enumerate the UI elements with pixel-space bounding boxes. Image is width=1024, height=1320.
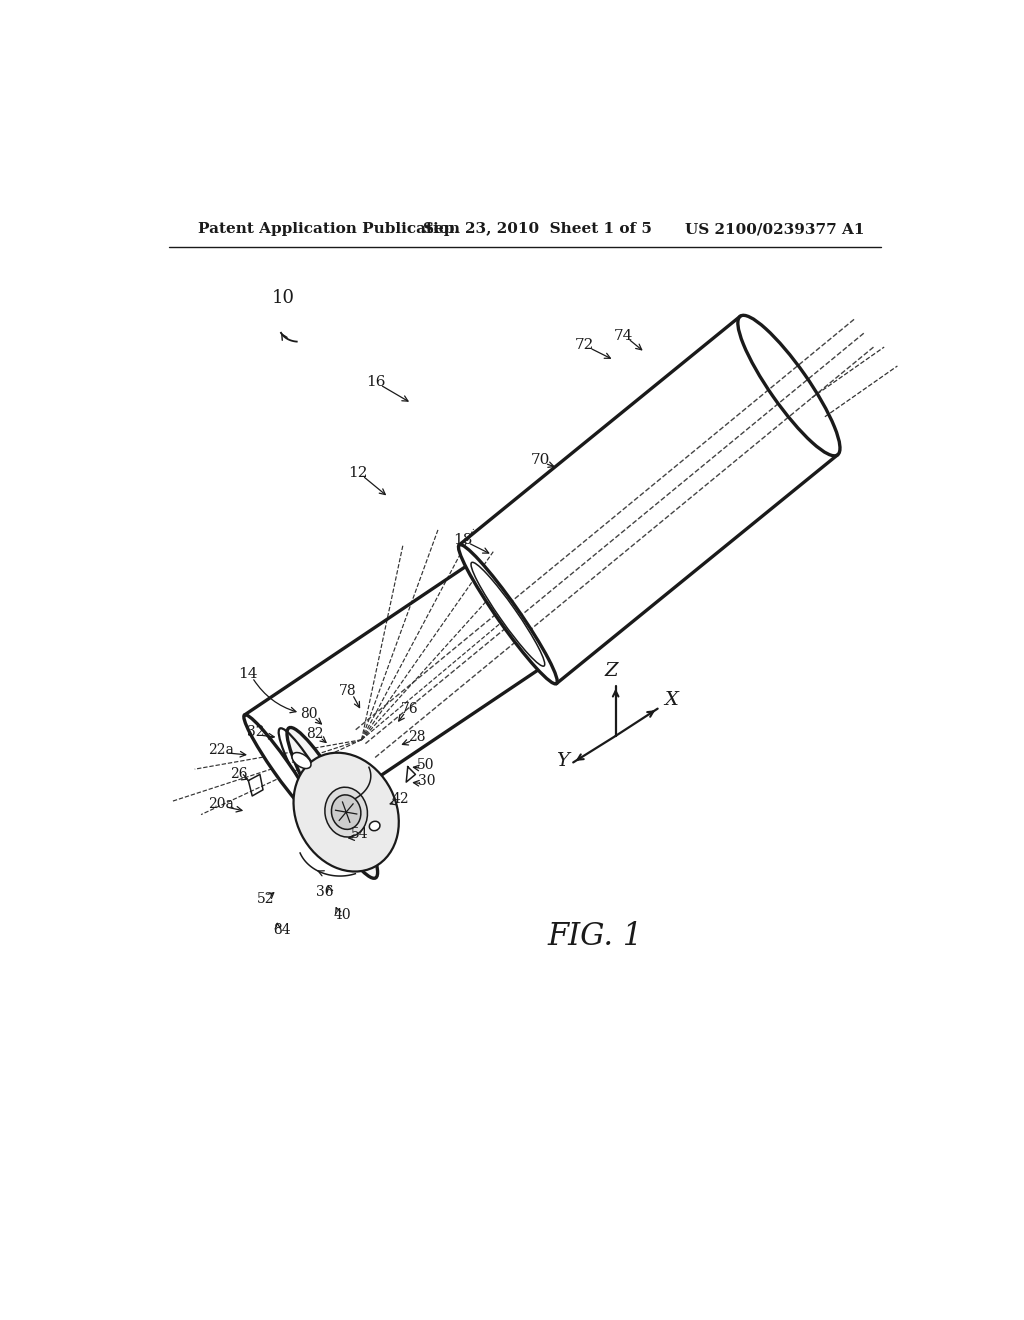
Ellipse shape [325, 787, 368, 837]
Text: 72: 72 [575, 338, 595, 351]
Text: 42: 42 [391, 792, 409, 807]
Text: 54: 54 [351, 828, 369, 841]
Text: 70: 70 [530, 453, 550, 467]
Text: 36: 36 [315, 886, 334, 899]
Text: 14: 14 [238, 668, 257, 681]
Text: 22a: 22a [209, 743, 234, 756]
Text: FIG. 1: FIG. 1 [548, 921, 643, 952]
Text: 16: 16 [366, 375, 385, 388]
Text: US 2100/0239377 A1: US 2100/0239377 A1 [685, 222, 864, 236]
Ellipse shape [294, 752, 398, 871]
Text: 84: 84 [273, 923, 291, 937]
Text: Y: Y [556, 752, 569, 771]
Ellipse shape [332, 795, 360, 829]
Text: 74: 74 [613, 329, 633, 342]
Text: 30: 30 [418, 774, 436, 788]
Text: Z: Z [604, 661, 617, 680]
Ellipse shape [370, 821, 380, 830]
Text: 78: 78 [339, 684, 356, 698]
Text: 52: 52 [257, 892, 274, 906]
Text: 20a: 20a [208, 797, 233, 810]
Ellipse shape [287, 727, 378, 878]
Text: X: X [664, 690, 678, 709]
Ellipse shape [459, 545, 557, 684]
Text: 10: 10 [271, 289, 295, 308]
Text: 18: 18 [454, 532, 473, 546]
Text: Sep. 23, 2010  Sheet 1 of 5: Sep. 23, 2010 Sheet 1 of 5 [423, 222, 652, 236]
Text: 50: 50 [417, 758, 434, 772]
Ellipse shape [292, 752, 311, 768]
Text: 12: 12 [348, 466, 368, 479]
Text: 80: 80 [300, 708, 317, 721]
Text: 32: 32 [247, 725, 264, 739]
Text: 26: 26 [229, 767, 247, 781]
Text: 40: 40 [334, 908, 351, 921]
Ellipse shape [244, 714, 317, 818]
Text: Patent Application Publication: Patent Application Publication [199, 222, 461, 236]
Text: 76: 76 [401, 702, 419, 715]
Text: 82: 82 [306, 727, 325, 742]
Text: 28: 28 [409, 730, 426, 744]
